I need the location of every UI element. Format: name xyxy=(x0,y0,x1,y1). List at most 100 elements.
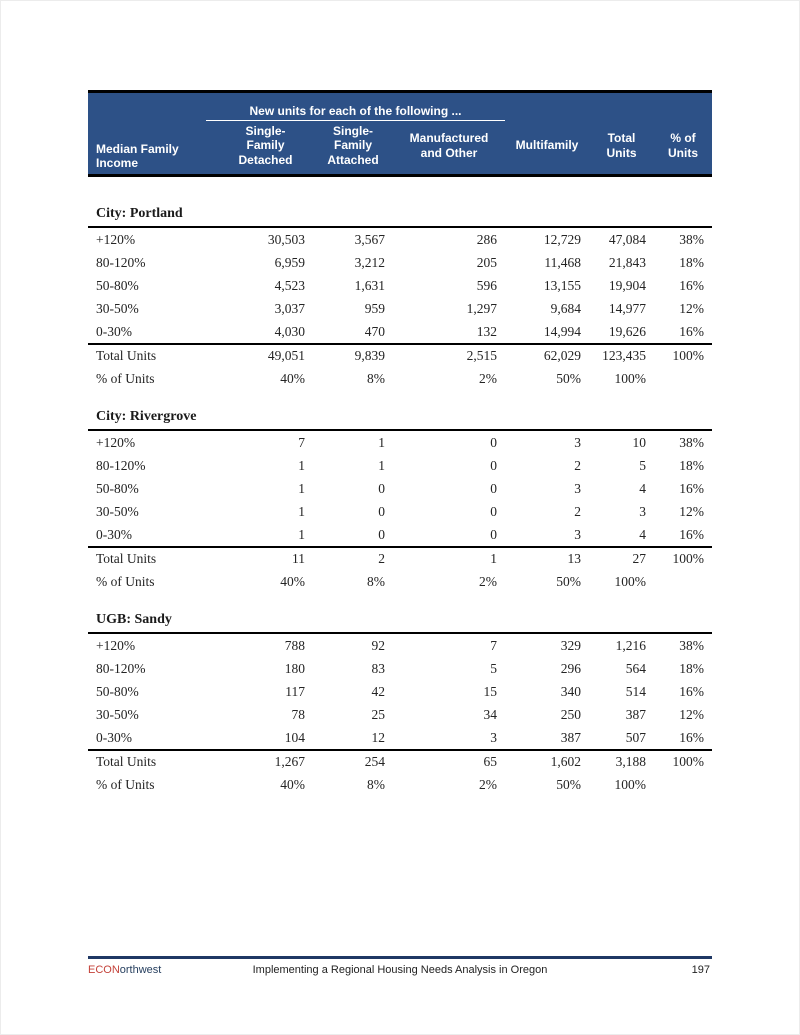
value-cell: 27 xyxy=(632,551,647,566)
total-units-row: Total Units 11 2 1 13 27 100% xyxy=(88,546,712,570)
income-label: +120% xyxy=(96,434,136,450)
value-cell: 123,435 xyxy=(602,348,646,363)
value-cell: 40% xyxy=(280,777,305,792)
value-cell: 100% xyxy=(614,371,647,386)
value-cell: 100% xyxy=(672,348,705,363)
value-cell: 18% xyxy=(679,254,704,270)
value-cell: 0 xyxy=(490,434,497,450)
value-cell: 50% xyxy=(556,371,581,386)
value-cell: 3,567 xyxy=(354,231,385,247)
value-cell: 4,523 xyxy=(274,277,305,293)
value-cell: 3,188 xyxy=(615,754,646,769)
value-cell: 1 xyxy=(298,457,305,473)
income-label: Total Units xyxy=(96,754,157,769)
value-cell: 7 xyxy=(490,637,497,653)
income-label: 30-50% xyxy=(96,706,139,722)
value-cell: 16% xyxy=(679,480,704,496)
value-cell: 83 xyxy=(371,660,386,676)
value-cell: 3 xyxy=(490,729,497,745)
footer-doc-title: Implementing a Regional Housing Needs An… xyxy=(252,964,548,976)
value-cell: 1,267 xyxy=(274,754,305,769)
value-cell: 3 xyxy=(574,526,581,542)
value-cell: 1 xyxy=(298,503,305,519)
footer-rule xyxy=(88,956,712,959)
value-cell: 9,839 xyxy=(354,348,385,363)
table-header: New units for each of the following ... … xyxy=(88,90,712,177)
value-cell: 47,084 xyxy=(608,231,646,247)
value-cell: 0 xyxy=(490,457,497,473)
income-label: +120% xyxy=(96,637,136,653)
value-cell: 2 xyxy=(574,503,581,519)
column-header: Multifamily xyxy=(515,138,579,153)
value-cell: 0 xyxy=(378,503,385,519)
section-title: City: Portland xyxy=(88,200,712,228)
income-row: +120% 30,503 3,567 286 12,729 47,084 38% xyxy=(88,228,712,251)
income-row: 0-30% 1 0 0 3 4 16% xyxy=(88,523,712,546)
income-label: +120% xyxy=(96,231,136,247)
value-cell: 2% xyxy=(479,371,497,386)
value-cell: 1 xyxy=(298,480,305,496)
total-units-row: Total Units 1,267 254 65 1,602 3,188 100% xyxy=(88,749,712,773)
brand-logo: ECONorthwest xyxy=(88,964,161,976)
value-cell: 2 xyxy=(574,457,581,473)
value-cell: 4 xyxy=(639,526,646,542)
income-row: 0-30% 104 12 3 387 507 16% xyxy=(88,726,712,749)
value-cell: 13 xyxy=(567,551,582,566)
value-cell: 19,626 xyxy=(608,323,646,339)
value-cell: 3,037 xyxy=(274,300,305,316)
value-cell: 38% xyxy=(679,434,704,450)
income-label: % of Units xyxy=(96,777,155,792)
value-cell: 8% xyxy=(367,371,385,386)
value-cell: 250 xyxy=(560,706,581,722)
column-header-row: Median Family Income Single- Family Detac… xyxy=(88,121,712,174)
brand-logo-red: ECON xyxy=(88,964,120,976)
value-cell: 3,212 xyxy=(354,254,385,270)
income-row: 50-80% 1 0 0 3 4 16% xyxy=(88,477,712,500)
geography-section: City: Portland +120% 30,503 3,567 286 12,729 4… xyxy=(88,200,712,391)
value-cell: 10 xyxy=(632,434,647,450)
value-cell: 1,631 xyxy=(354,277,385,293)
income-row: +120% 788 92 7 329 1,216 38% xyxy=(88,634,712,657)
value-cell: 12% xyxy=(679,706,704,722)
value-cell: 25 xyxy=(371,706,386,722)
value-cell: 0 xyxy=(490,503,497,519)
column-header: Manufactured and Other xyxy=(409,131,489,160)
value-cell: 11 xyxy=(292,551,305,566)
value-cell: 5 xyxy=(639,457,646,473)
income-row: 30-50% 1 0 0 2 3 12% xyxy=(88,500,712,523)
income-row: 50-80% 117 42 15 340 514 16% xyxy=(88,680,712,703)
income-row: 30-50% 78 25 34 250 387 12% xyxy=(88,703,712,726)
value-cell: 959 xyxy=(364,300,385,316)
value-cell: 3 xyxy=(574,434,581,450)
pct-of-units-row: % of Units 40% 8% 2% 50% 100% xyxy=(88,773,712,797)
total-units-row: Total Units 49,051 9,839 2,515 62,029 123,435… xyxy=(88,343,712,367)
value-cell: 1 xyxy=(378,457,385,473)
value-cell: 11,468 xyxy=(544,254,581,270)
table-body: City: Portland +120% 30,503 3,567 286 12,729 4… xyxy=(88,200,712,797)
income-label: Total Units xyxy=(96,551,157,566)
value-cell: 18% xyxy=(679,660,704,676)
value-cell: 564 xyxy=(625,660,646,676)
value-cell: 18% xyxy=(679,457,704,473)
value-cell: 470 xyxy=(364,323,385,339)
value-cell: 12 xyxy=(371,729,386,745)
value-cell: 2,515 xyxy=(466,348,497,363)
income-label: 0-30% xyxy=(96,729,132,745)
value-cell: 15 xyxy=(483,683,498,699)
income-label: 80-120% xyxy=(96,660,146,676)
value-cell: 12,729 xyxy=(543,231,581,247)
value-cell: 2% xyxy=(479,777,497,792)
value-cell: 14,977 xyxy=(608,300,646,316)
value-cell: 180 xyxy=(284,660,305,676)
income-label: Total Units xyxy=(96,348,157,363)
value-cell: 8% xyxy=(367,574,385,589)
footer-text-row: ECONorthwest Implementing a Regional Hou… xyxy=(88,964,712,978)
value-cell: 8% xyxy=(367,777,385,792)
value-cell: 7 xyxy=(298,434,305,450)
value-cell: 9,684 xyxy=(550,300,581,316)
value-cell: 30,503 xyxy=(267,231,305,247)
column-header: Single- Family Detached xyxy=(238,124,293,167)
column-header: Total Units xyxy=(606,131,637,160)
value-cell: 3 xyxy=(639,503,646,519)
income-label: % of Units xyxy=(96,371,155,386)
